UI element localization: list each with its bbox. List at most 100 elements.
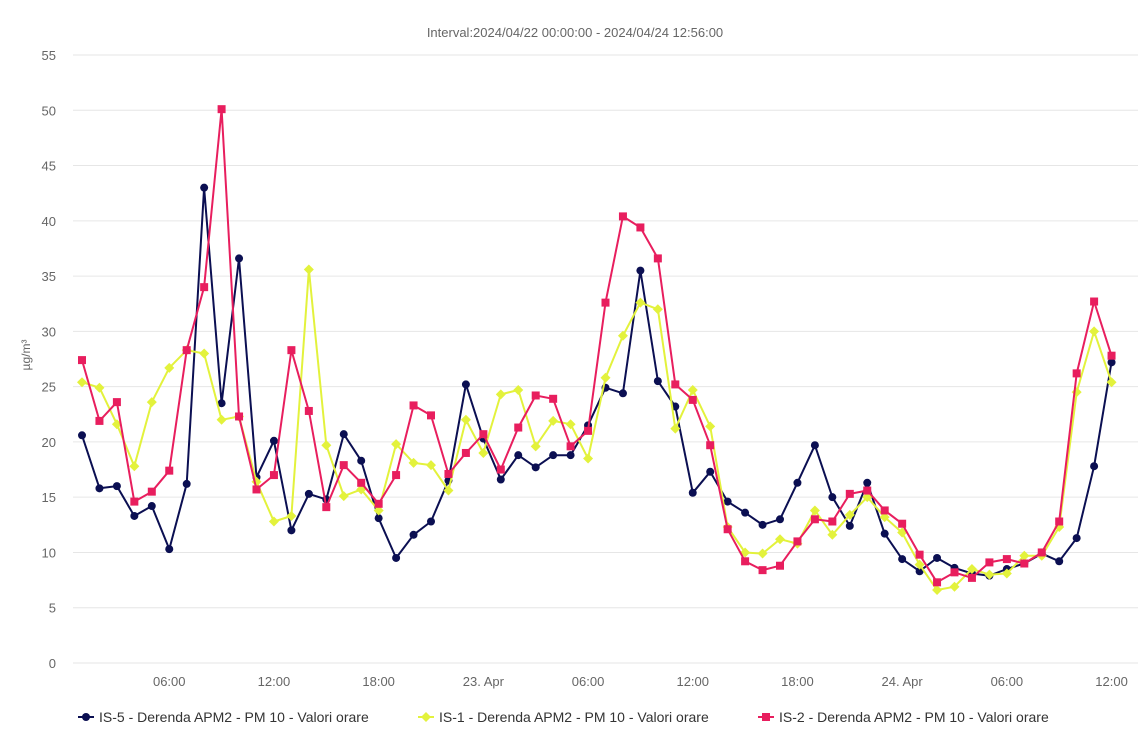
data-point[interactable]	[531, 463, 540, 472]
data-point[interactable]	[898, 519, 907, 528]
data-point[interactable]	[182, 479, 191, 488]
data-point[interactable]	[828, 493, 837, 502]
data-point[interactable]	[95, 416, 104, 425]
data-point[interactable]	[1055, 517, 1064, 526]
data-point[interactable]	[827, 529, 838, 540]
data-point[interactable]	[635, 297, 646, 308]
data-point[interactable]	[78, 356, 86, 365]
data-point[interactable]	[1055, 557, 1064, 566]
data-point[interactable]	[636, 223, 645, 232]
data-point[interactable]	[880, 529, 889, 538]
data-point[interactable]	[1072, 534, 1081, 543]
data-point[interactable]	[687, 384, 698, 395]
legend-item[interactable]: IS-5 - Derenda APM2 - PM 10 - Valori ora…	[78, 709, 369, 725]
data-point[interactable]	[165, 545, 174, 554]
data-point[interactable]	[478, 447, 489, 458]
data-point[interactable]	[1002, 555, 1011, 564]
data-point[interactable]	[950, 568, 959, 577]
data-point[interactable]	[584, 426, 593, 435]
data-point[interactable]	[426, 460, 436, 471]
data-point[interactable]	[863, 486, 872, 495]
data-point[interactable]	[793, 537, 802, 546]
data-point[interactable]	[373, 505, 384, 516]
data-point[interactable]	[600, 372, 611, 383]
data-point[interactable]	[530, 441, 541, 452]
data-point[interactable]	[706, 467, 715, 476]
data-point[interactable]	[671, 380, 680, 389]
data-point[interactable]	[461, 448, 470, 457]
data-point[interactable]	[146, 397, 157, 408]
data-point[interactable]	[374, 514, 383, 523]
data-point[interactable]	[443, 485, 454, 496]
legend-marker[interactable]	[82, 713, 90, 721]
data-point[interactable]	[688, 395, 697, 404]
data-point[interactable]	[514, 423, 523, 432]
data-point[interactable]	[268, 516, 279, 527]
data-point[interactable]	[844, 509, 855, 520]
data-point[interactable]	[427, 411, 435, 420]
data-point[interactable]	[164, 362, 175, 373]
data-point[interactable]	[566, 451, 575, 460]
data-point[interactable]	[339, 461, 348, 470]
data-point[interactable]	[583, 453, 594, 464]
data-point[interactable]	[112, 482, 121, 491]
data-point[interactable]	[479, 430, 488, 439]
data-point[interactable]	[776, 561, 784, 570]
data-point[interactable]	[496, 465, 505, 474]
data-point[interactable]	[809, 505, 820, 516]
data-point[interactable]	[653, 254, 662, 263]
data-point[interactable]	[705, 421, 716, 432]
data-point[interactable]	[235, 412, 244, 421]
data-point[interactable]	[338, 491, 349, 502]
data-point[interactable]	[95, 484, 104, 493]
data-point[interactable]	[531, 391, 540, 400]
data-point[interactable]	[217, 105, 226, 114]
data-point[interactable]	[200, 183, 209, 192]
data-point[interactable]	[392, 471, 401, 480]
data-point[interactable]	[269, 436, 278, 445]
data-point[interactable]	[757, 548, 768, 559]
data-point[interactable]	[549, 451, 558, 460]
data-point[interactable]	[1090, 462, 1099, 471]
data-point[interactable]	[1089, 326, 1100, 337]
data-point[interactable]	[269, 471, 278, 480]
data-point[interactable]	[984, 569, 995, 580]
data-point[interactable]	[374, 499, 383, 508]
data-point[interactable]	[548, 415, 559, 426]
data-point[interactable]	[776, 515, 784, 524]
data-point[interactable]	[1037, 548, 1046, 557]
data-point[interactable]	[217, 399, 226, 408]
data-point[interactable]	[409, 401, 418, 410]
data-point[interactable]	[880, 506, 889, 515]
data-point[interactable]	[1090, 297, 1099, 306]
data-point[interactable]	[636, 266, 645, 275]
data-point[interactable]	[741, 557, 750, 566]
data-point[interactable]	[287, 526, 296, 535]
data-point[interactable]	[758, 566, 767, 575]
data-point[interactable]	[514, 451, 523, 460]
data-point[interactable]	[758, 520, 767, 529]
data-point[interactable]	[914, 559, 925, 570]
data-point[interactable]	[252, 485, 261, 494]
data-point[interactable]	[723, 525, 732, 534]
data-point[interactable]	[898, 555, 907, 564]
data-point[interactable]	[129, 461, 140, 472]
data-point[interactable]	[461, 380, 470, 389]
data-point[interactable]	[1106, 377, 1117, 388]
data-point[interactable]	[130, 511, 139, 520]
data-point[interactable]	[775, 534, 785, 545]
data-point[interactable]	[828, 517, 837, 526]
data-point[interactable]	[287, 346, 296, 355]
data-point[interactable]	[78, 431, 86, 440]
data-point[interactable]	[845, 489, 854, 498]
data-point[interactable]	[845, 521, 854, 530]
data-point[interactable]	[741, 508, 750, 517]
data-point[interactable]	[357, 478, 366, 487]
data-point[interactable]	[200, 283, 209, 292]
data-point[interactable]	[723, 497, 732, 506]
data-point[interactable]	[618, 389, 627, 398]
legend-marker[interactable]	[762, 713, 770, 721]
data-point[interactable]	[652, 304, 663, 315]
data-point[interactable]	[321, 440, 332, 451]
data-point[interactable]	[286, 510, 297, 521]
